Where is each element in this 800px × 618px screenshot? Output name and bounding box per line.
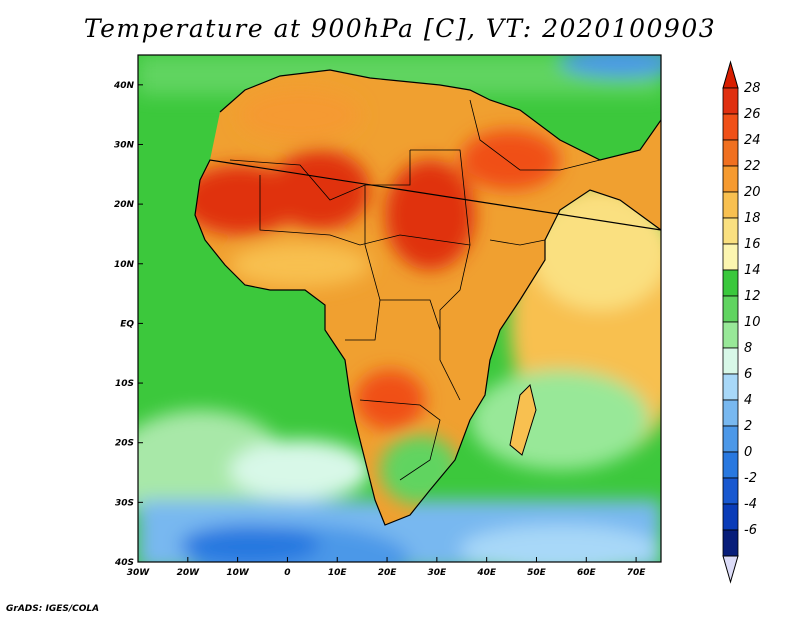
plot-frame (137, 54, 662, 563)
lon-tick-label: 60E (577, 568, 597, 578)
colorbar-top-arrow (722, 60, 739, 89)
lat-tick-label: 10S (115, 379, 134, 389)
colorbar-label: 4 (744, 393, 752, 408)
hot-zone-sahara-west (195, 165, 300, 235)
lat-tick-label: EQ (120, 319, 134, 329)
colorbar-label: 28 (744, 81, 761, 96)
colorbar-label: 20 (744, 185, 761, 200)
colorbar-swatch (722, 321, 739, 349)
colorbar-swatch (722, 139, 739, 167)
colorbar-label: -6 (744, 523, 757, 538)
colorbar-label: 10 (744, 315, 761, 330)
hot-zone-southern-africa (355, 370, 425, 430)
colorbar-label: 12 (744, 289, 761, 304)
colorbar-swatch (722, 503, 739, 531)
coastline (194, 69, 661, 526)
hot-zone-sudan (385, 160, 475, 270)
longitude-axis: 30W 20W 10W 0 10E 20E 30E 40E 50E 60E 70E (127, 557, 647, 578)
lat-tick-label: 40S (114, 558, 134, 568)
colorbar-label: 2 (744, 419, 752, 434)
country-borders (229, 99, 601, 481)
lon-tick-label: 30W (127, 568, 151, 578)
credit-text: GrADS: IGES/COLA (6, 604, 100, 614)
colorbar-swatch (722, 399, 739, 427)
colorbar-swatch (722, 477, 739, 505)
cold-zone-indian-south (460, 525, 660, 562)
lon-tick-label: 10W (226, 568, 250, 578)
temperature-field (138, 55, 661, 562)
lon-tick-label: 20W (177, 568, 201, 578)
mild-zone-indian-south (470, 370, 650, 470)
hot-zone-arabia (460, 130, 560, 190)
warm-zone-maghreb (240, 90, 360, 140)
lon-tick-label: 10E (328, 568, 348, 578)
latitude-axis: 40S 30S 20S 10S EQ 10N 20N 30N 40N (113, 81, 143, 568)
cold-zone-core (180, 525, 320, 562)
colorbar-label: 0 (744, 445, 752, 460)
colorbar-swatch (722, 165, 739, 193)
colorbar-label: 24 (744, 133, 761, 148)
colorbar-swatch (722, 87, 739, 115)
colorbar-swatch (722, 451, 739, 479)
lat-tick-label: 20S (115, 439, 134, 449)
colorbar-label: -2 (744, 471, 757, 486)
lon-tick-label: 70E (627, 568, 647, 578)
lon-tick-label: 50E (527, 568, 547, 578)
lat-tick-label: 30N (114, 140, 135, 150)
colorbar-label: -4 (744, 497, 757, 512)
lat-tick-label: 40N (113, 81, 135, 91)
colorbar-swatch (722, 191, 739, 219)
lat-tick-label: 30S (115, 498, 134, 508)
colorbar-swatch (722, 243, 739, 271)
colorbar-swatch (722, 529, 739, 557)
warm-zone-sahel (230, 243, 370, 287)
map-title: Temperature at 900hPa [C], VT: 202010090… (83, 14, 717, 43)
lat-tick-label: 20N (114, 200, 135, 210)
cool-zone-atlantic-inner (230, 440, 370, 500)
cold-zone-caspian (560, 55, 661, 77)
colorbar-swatch (722, 425, 739, 453)
hot-zone-sahara-central (270, 150, 370, 230)
lon-tick-label: 40E (476, 568, 497, 578)
lat-tick-label: 10N (114, 260, 135, 270)
colorbar-bottom-arrow (722, 555, 739, 584)
lon-tick-label: 30E (428, 568, 448, 578)
lon-tick-label: 0 (284, 568, 290, 578)
colorbar-label: 18 (744, 211, 761, 226)
colorbar-label: 22 (744, 159, 761, 174)
colorbar-label: 14 (744, 263, 761, 278)
colorbar-label: 26 (744, 107, 761, 122)
colorbar-label: 8 (744, 341, 752, 356)
colorbar-swatch (722, 347, 739, 375)
madagascar (509, 384, 537, 456)
colorbar-swatch (722, 113, 739, 141)
colorbar-label: 16 (744, 237, 761, 252)
colorbar-label: 6 (744, 367, 752, 382)
colorbar-swatch (722, 373, 739, 401)
lon-tick-label: 20E (378, 568, 398, 578)
colorbar-swatch (722, 269, 739, 297)
cool-zone-atlantic (138, 410, 290, 530)
colorbar-swatch (722, 295, 739, 323)
warm-zone-arabian-sea (530, 190, 661, 310)
colorbar-swatch (722, 217, 739, 245)
